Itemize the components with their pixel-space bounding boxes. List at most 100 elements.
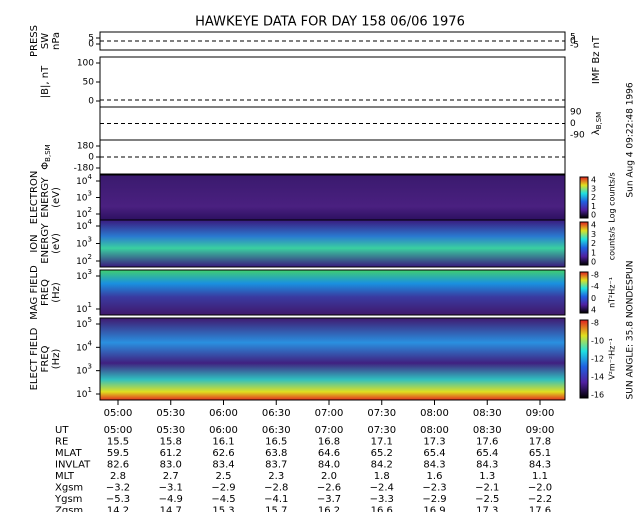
y-axis-label: (Hz) (51, 282, 62, 303)
tick-base: 10 (76, 239, 88, 249)
title: HAWKEYE DATA FOR DAY 158 06/06 1976 (195, 15, 465, 30)
colorbar-tick-label: 3 (591, 230, 596, 239)
y-axis-label: (eV) (51, 187, 62, 208)
colorbar (579, 271, 589, 314)
y-tick-label: 103 (76, 268, 92, 282)
ephemeris-value: 17.3 (476, 506, 498, 512)
ephemeris-value: 16.8 (318, 437, 340, 448)
ephemeris-value: −2.6 (317, 483, 341, 494)
y-axis-label: PRESS (29, 25, 40, 57)
ephemeris-value: −2.2 (528, 494, 552, 505)
ephemeris-value: 1.1 (532, 471, 548, 482)
ephemeris-value: 84.3 (529, 460, 551, 471)
right-axis-label: λB,SM (591, 112, 603, 135)
ephemeris-value: −2.5 (475, 494, 499, 505)
ephemeris-value: 15.8 (160, 437, 182, 448)
y-axis-label: ELECT FIELD (29, 327, 40, 390)
y-tick-label: 103 (76, 363, 92, 377)
colorbar-tick-label: 2 (591, 193, 596, 202)
y-axis-label: (Hz) (51, 349, 62, 370)
colorbar-tick-label: -10 (591, 337, 604, 346)
colorbar-tick-label: 1 (591, 248, 596, 257)
tick-base: 10 (76, 366, 88, 376)
x-tick-label: 06:30 (262, 408, 291, 419)
ephemeris-value: 1.8 (374, 471, 390, 482)
x-tick-label: 08:30 (473, 408, 502, 419)
ephemeris-value: −4.1 (264, 494, 288, 505)
tick-base: 10 (76, 343, 88, 353)
panel (99, 174, 566, 221)
right-tick-label: 5 (570, 33, 576, 43)
right-axis-label: IMF Bz nT (591, 35, 602, 84)
ephemeris-value: 05:30 (156, 425, 185, 436)
colorbar-label: V²m⁻²Hz⁻¹ (608, 338, 617, 380)
ephemeris-value: −3.7 (317, 494, 341, 505)
colorbar-tick-label: -8 (591, 271, 599, 280)
ephemeris-value: 14.2 (107, 506, 129, 512)
colorbar (579, 176, 589, 219)
tick-base: 10 (76, 193, 88, 203)
colorbar-tick-label: 0 (591, 294, 596, 303)
colorbar-tick-label: -4 (591, 282, 599, 291)
y-tick-label: 105 (76, 316, 92, 330)
ephemeris-value: 83.4 (212, 460, 234, 471)
ephemeris-value: 17.6 (476, 437, 498, 448)
tick-exp: 3 (88, 236, 92, 244)
y-tick-label: 100 (77, 59, 94, 69)
ephemeris-value: 06:30 (262, 425, 291, 436)
ephemeris-value: 82.6 (107, 460, 129, 471)
tick-exp: 3 (88, 268, 92, 276)
tick-base: 10 (76, 222, 88, 232)
colorbar-label: nT²Hz⁻¹ (608, 277, 617, 308)
tick-exp: 1 (88, 301, 92, 309)
label-sub: B,SM (595, 112, 603, 130)
ephemeris-value: 83.7 (265, 460, 287, 471)
ephemeris-value: −2.9 (211, 483, 235, 494)
ephemeris-value: −2.1 (475, 483, 499, 494)
x-tick-label: 09:00 (526, 408, 555, 419)
colorbar-tick-label: 0 (591, 211, 596, 220)
timestamp: Sun Aug 4 09:22:48 1996 (626, 82, 636, 197)
y-axis-label: ELECTRON (29, 171, 40, 225)
tick-base: 10 (76, 320, 88, 330)
colorbar-tick-label: 0 (591, 258, 596, 267)
tick-base: 10 (76, 257, 88, 267)
y-axis-label: SW (40, 33, 51, 49)
colorbar-tick-label: -8 (591, 319, 599, 328)
ephemeris-value: −2.3 (422, 483, 446, 494)
y-tick-label: 50 (83, 78, 95, 88)
x-tick-label: 07:00 (315, 408, 344, 419)
ephemeris-value: 17.6 (529, 506, 551, 512)
ephemeris-value: 2.8 (110, 471, 126, 482)
y-tick-label: 102 (76, 253, 92, 267)
x-tick-label: 07:30 (367, 408, 396, 419)
ephemeris-value: 83.0 (160, 460, 182, 471)
colorbar (579, 319, 589, 399)
y-axis-label: (eV) (51, 233, 62, 254)
tick-base: 10 (76, 210, 88, 220)
tick-exp: 2 (88, 206, 92, 214)
y-tick-label: 180 (77, 142, 94, 152)
row-label: Zgsm (55, 506, 83, 512)
sun-angle: SUN ANGLE: 35.8 NONDESPUN (626, 261, 636, 400)
colorbar-label: Log counts/s (608, 172, 617, 222)
tick-exp: 2 (88, 253, 92, 261)
ephemeris-value: −3.2 (106, 483, 130, 494)
ephemeris-value: 65.2 (371, 448, 393, 459)
colorbar-tick-label: 3 (591, 184, 596, 193)
ephemeris-value: 2.5 (216, 471, 232, 482)
ephemeris-value: 63.8 (265, 448, 287, 459)
ephemeris-value: 08:30 (473, 425, 502, 436)
tick-base: 10 (76, 177, 88, 187)
y-axis-label: FREQ (40, 279, 51, 306)
colorbar-tick-label: 2 (591, 239, 596, 248)
ephemeris-value: 61.2 (160, 448, 182, 459)
colorbar-tick-label: -14 (591, 373, 604, 382)
ephemeris-value: 14.7 (160, 506, 182, 512)
ephemeris-value: −2.8 (264, 483, 288, 494)
row-label: Xgsm (55, 483, 83, 494)
tick-base: 10 (76, 305, 88, 315)
tick-exp: 3 (88, 363, 92, 371)
x-tick-label: 08:00 (420, 408, 449, 419)
